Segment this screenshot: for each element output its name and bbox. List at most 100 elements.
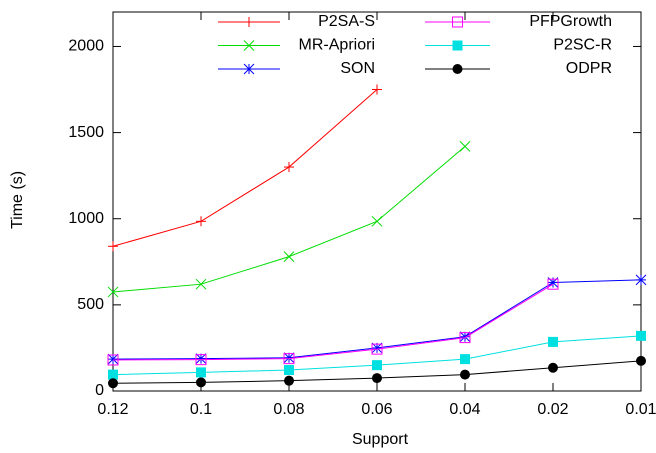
y-tick-label: 1000 [68,210,104,227]
marker-shape [107,354,119,366]
marker-stroke [107,286,119,298]
marker [459,332,471,344]
marker [107,354,119,366]
series-line [112,283,554,361]
marker [372,360,382,371]
marker-shape [636,330,646,341]
y-tick-label: 0 [95,382,104,399]
marker [284,375,294,386]
y-tick-label: 1500 [68,124,104,141]
x-tick-label: 0.08 [273,401,304,418]
y-axis-label: Time (s) [9,171,26,229]
marker [243,63,255,75]
marker [548,336,558,347]
marker [196,377,206,388]
marker-shape [460,354,470,365]
x-tick-label: 0.06 [361,401,392,418]
marker-shape [195,354,207,366]
marker-stroke [459,141,471,152]
marker [108,241,118,252]
marker [195,354,207,366]
marker [459,141,471,152]
marker [284,162,294,173]
marker-shape [636,355,646,366]
marker [452,40,463,51]
marker-shape [108,378,118,389]
marker-shape [452,64,463,74]
x-tick-label: 0.01 [625,401,656,418]
legend-label: ODPR [566,60,612,77]
marker-shape [196,367,206,378]
marker [460,354,470,365]
marker-shape [452,16,463,28]
legend-label: MR-Apriori [299,37,375,54]
legend-label: P2SA-S [318,13,375,30]
marker [107,286,119,298]
x-tick-label: 0.1 [190,401,212,418]
marker [196,216,206,227]
marker-shape [108,369,118,380]
marker [283,352,295,364]
marker-shape [284,364,294,375]
marker [283,353,295,365]
marker-shape [547,278,559,290]
marker-shape [452,40,463,51]
marker-stroke [459,331,471,343]
marker [244,17,254,27]
marker [195,353,207,364]
marker [196,367,206,378]
y-tick-label: 500 [77,296,104,313]
marker [452,64,463,74]
marker [371,343,383,355]
marker-stroke [195,353,207,364]
marker-shape [459,332,471,344]
marker [108,378,118,389]
marker [636,355,646,366]
marker-shape [372,373,382,384]
series-line [112,89,378,247]
marker [636,330,646,341]
marker-stroke [107,353,119,365]
legend-label: PFPGrowth [529,13,612,30]
x-tick-label: 0.02 [537,401,568,418]
marker-shape [548,362,558,373]
marker [547,278,559,290]
marker-shape [548,336,558,347]
marker-stroke [283,352,295,364]
marker [372,84,382,95]
marker [371,215,383,227]
marker-stroke [283,251,295,262]
marker-shape [371,343,383,355]
x-tick-label: 0.04 [449,401,480,418]
marker [459,331,471,343]
marker-shape [283,353,295,365]
marker-stroke [195,278,207,290]
marker-stroke [243,63,255,75]
marker-shape [372,360,382,371]
marker-shape [196,377,206,388]
marker [283,251,295,262]
marker [195,278,207,290]
marker [460,369,470,380]
marker-shape [284,375,294,386]
legend-label: SON [340,60,375,77]
marker-stroke [371,215,383,227]
marker [108,369,118,380]
y-tick-label: 2000 [68,38,104,55]
marker-stroke [243,40,255,51]
plot-frame [112,11,642,392]
marker [107,353,119,365]
marker-shape [460,369,470,380]
x-axis-label: Support [352,431,409,448]
x-tick-label: 0.12 [97,401,128,418]
marker [372,373,382,384]
marker [284,364,294,375]
marker [243,40,255,51]
marker [548,362,558,373]
marker [452,16,463,28]
marker [635,274,647,286]
legend-label: P2SC-R [553,37,612,54]
marker-stroke [635,274,647,286]
